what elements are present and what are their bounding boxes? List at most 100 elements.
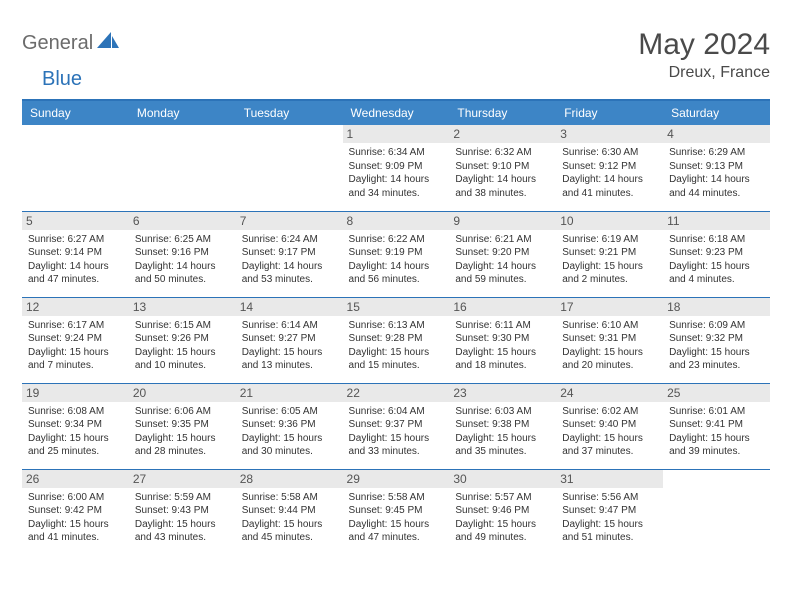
- day-number: 1: [343, 125, 450, 143]
- day-details: Sunrise: 6:14 AMSunset: 9:27 PMDaylight:…: [242, 319, 337, 373]
- day-number: 22: [343, 384, 450, 402]
- day-details: Sunrise: 6:04 AMSunset: 9:37 PMDaylight:…: [349, 405, 444, 459]
- calendar-cell: 11Sunrise: 6:18 AMSunset: 9:23 PMDayligh…: [663, 211, 770, 297]
- day-details: Sunrise: 6:29 AMSunset: 9:13 PMDaylight:…: [669, 146, 764, 200]
- calendar-cell: 15 Sunrise: 6:13 AMSunset: 9:28 PMDayligh…: [343, 297, 450, 383]
- day-details: Sunrise: 6:27 AMSunset: 9:14 PMDaylight:…: [28, 233, 123, 287]
- weekday-header: Thursday: [449, 101, 556, 125]
- day-details: Sunrise: 6:11 AMSunset: 9:30 PMDaylight:…: [455, 319, 550, 373]
- day-details: Sunrise: 5:56 AMSunset: 9:47 PMDaylight:…: [562, 491, 657, 545]
- day-number: 30: [449, 470, 556, 488]
- calendar-cell: 29 Sunrise: 5:58 AMSunset: 9:45 PMDayligh…: [343, 469, 450, 555]
- day-details: Sunrise: 6:01 AMSunset: 9:41 PMDaylight:…: [669, 405, 764, 459]
- calendar-cell: 21 Sunrise: 6:05 AMSunset: 9:36 PMDayligh…: [236, 383, 343, 469]
- weekday-header: Friday: [556, 101, 663, 125]
- day-details: Sunrise: 6:25 AMSunset: 9:16 PMDaylight:…: [135, 233, 230, 287]
- day-details: Sunrise: 6:08 AMSunset: 9:34 PMDaylight:…: [28, 405, 123, 459]
- calendar-cell: 31 Sunrise: 5:56 AMSunset: 9:47 PMDayligh…: [556, 469, 663, 555]
- calendar-row: 26 Sunrise: 6:00 AMSunset: 9:42 PMDayligh…: [22, 469, 770, 555]
- day-number: 21: [236, 384, 343, 402]
- weekday-header: Saturday: [663, 101, 770, 125]
- calendar-cell: 20Sunrise: 6:06 AMSunset: 9:35 PMDayligh…: [129, 383, 236, 469]
- weekday-header: Sunday: [22, 101, 129, 125]
- day-details: Sunrise: 6:17 AMSunset: 9:24 PMDaylight:…: [28, 319, 123, 373]
- calendar-cell: 14 Sunrise: 6:14 AMSunset: 9:27 PMDayligh…: [236, 297, 343, 383]
- day-details: Sunrise: 6:05 AMSunset: 9:36 PMDaylight:…: [242, 405, 337, 459]
- day-number: 7: [236, 212, 343, 230]
- day-details: Sunrise: 5:58 AMSunset: 9:45 PMDaylight:…: [349, 491, 444, 545]
- calendar-cell: 22 Sunrise: 6:04 AMSunset: 9:37 PMDayligh…: [343, 383, 450, 469]
- calendar-cell: 10 Sunrise: 6:19 AMSunset: 9:21 PMDayligh…: [556, 211, 663, 297]
- calendar-cell: 1 Sunrise: 6:34 AMSunset: 9:09 PMDaylight…: [343, 125, 450, 211]
- day-details: Sunrise: 6:34 AMSunset: 9:09 PMDaylight:…: [349, 146, 444, 200]
- day-number: 23: [449, 384, 556, 402]
- logo-text-blue: Blue: [42, 68, 82, 90]
- day-details: Sunrise: 6:30 AMSunset: 9:12 PMDaylight:…: [562, 146, 657, 200]
- day-details: Sunrise: 5:59 AMSunset: 9:43 PMDaylight:…: [135, 491, 230, 545]
- calendar-cell: 23 Sunrise: 6:03 AMSunset: 9:38 PMDayligh…: [449, 383, 556, 469]
- day-details: Sunrise: 6:03 AMSunset: 9:38 PMDaylight:…: [455, 405, 550, 459]
- calendar-row: 12 Sunrise: 6:17 AMSunset: 9:24 PMDayligh…: [22, 297, 770, 383]
- day-details: Sunrise: 6:10 AMSunset: 9:31 PMDaylight:…: [562, 319, 657, 373]
- day-details: Sunrise: 6:09 AMSunset: 9:32 PMDaylight:…: [669, 319, 764, 373]
- day-number: 13: [129, 298, 236, 316]
- day-number: 3: [556, 125, 663, 143]
- calendar-cell-empty: [22, 125, 129, 211]
- sail-icon: [97, 32, 119, 55]
- calendar-cell: 28Sunrise: 5:58 AMSunset: 9:44 PMDayligh…: [236, 469, 343, 555]
- day-details: Sunrise: 6:22 AMSunset: 9:19 PMDaylight:…: [349, 233, 444, 287]
- day-number: 9: [449, 212, 556, 230]
- day-details: Sunrise: 6:13 AMSunset: 9:28 PMDaylight:…: [349, 319, 444, 373]
- day-details: Sunrise: 6:32 AMSunset: 9:10 PMDaylight:…: [455, 146, 550, 200]
- day-details: Sunrise: 6:19 AMSunset: 9:21 PMDaylight:…: [562, 233, 657, 287]
- calendar-cell: 30 Sunrise: 5:57 AMSunset: 9:46 PMDayligh…: [449, 469, 556, 555]
- day-number: 19: [22, 384, 129, 402]
- day-number: 25: [663, 384, 770, 402]
- day-number: 5: [22, 212, 129, 230]
- day-number: 18: [663, 298, 770, 316]
- weekday-header: Monday: [129, 101, 236, 125]
- day-number: 17: [556, 298, 663, 316]
- calendar-cell: 3 Sunrise: 6:30 AMSunset: 9:12 PMDaylight…: [556, 125, 663, 211]
- calendar-cell: 25 Sunrise: 6:01 AMSunset: 9:41 PMDayligh…: [663, 383, 770, 469]
- day-details: Sunrise: 6:06 AMSunset: 9:35 PMDaylight:…: [135, 405, 230, 459]
- logo: General: [22, 28, 121, 55]
- day-number: 10: [556, 212, 663, 230]
- calendar-cell: 13Sunrise: 6:15 AMSunset: 9:26 PMDayligh…: [129, 297, 236, 383]
- day-number: 14: [236, 298, 343, 316]
- calendar-cell: 12 Sunrise: 6:17 AMSunset: 9:24 PMDayligh…: [22, 297, 129, 383]
- calendar-table: SundayMondayTuesdayWednesdayThursdayFrid…: [22, 101, 770, 555]
- calendar-cell: 24Sunrise: 6:02 AMSunset: 9:40 PMDayligh…: [556, 383, 663, 469]
- day-details: Sunrise: 6:18 AMSunset: 9:23 PMDaylight:…: [669, 233, 764, 287]
- calendar-cell: 19 Sunrise: 6:08 AMSunset: 9:34 PMDayligh…: [22, 383, 129, 469]
- day-details: Sunrise: 6:02 AMSunset: 9:40 PMDaylight:…: [562, 405, 657, 459]
- calendar-cell-empty: [236, 125, 343, 211]
- day-details: Sunrise: 6:24 AMSunset: 9:17 PMDaylight:…: [242, 233, 337, 287]
- weekday-header-row: SundayMondayTuesdayWednesdayThursdayFrid…: [22, 101, 770, 125]
- day-number: 31: [556, 470, 663, 488]
- location: Dreux, France: [638, 64, 770, 82]
- calendar-cell: 17 Sunrise: 6:10 AMSunset: 9:31 PMDayligh…: [556, 297, 663, 383]
- day-details: Sunrise: 6:21 AMSunset: 9:20 PMDaylight:…: [455, 233, 550, 287]
- day-details: Sunrise: 6:00 AMSunset: 9:42 PMDaylight:…: [28, 491, 123, 545]
- title-block: May 2024 Dreux, France: [638, 28, 770, 82]
- calendar-row: 5 Sunrise: 6:27 AMSunset: 9:14 PMDaylight…: [22, 211, 770, 297]
- day-details: Sunrise: 5:57 AMSunset: 9:46 PMDaylight:…: [455, 491, 550, 545]
- calendar-cell: 2Sunrise: 6:32 AMSunset: 9:10 PMDaylight…: [449, 125, 556, 211]
- day-number: 15: [343, 298, 450, 316]
- calendar-row: 1 Sunrise: 6:34 AMSunset: 9:09 PMDaylight…: [22, 125, 770, 211]
- calendar-cell: 18 Sunrise: 6:09 AMSunset: 9:32 PMDayligh…: [663, 297, 770, 383]
- calendar-cell: 9 Sunrise: 6:21 AMSunset: 9:20 PMDaylight…: [449, 211, 556, 297]
- calendar-cell: 27Sunrise: 5:59 AMSunset: 9:43 PMDayligh…: [129, 469, 236, 555]
- day-number: 12: [22, 298, 129, 316]
- day-number: 26: [22, 470, 129, 488]
- calendar-row: 19 Sunrise: 6:08 AMSunset: 9:34 PMDayligh…: [22, 383, 770, 469]
- calendar-cell: 6 Sunrise: 6:25 AMSunset: 9:16 PMDaylight…: [129, 211, 236, 297]
- day-number: 28: [236, 470, 343, 488]
- day-number: 6: [129, 212, 236, 230]
- calendar-cell: 8Sunrise: 6:22 AMSunset: 9:19 PMDaylight…: [343, 211, 450, 297]
- calendar-cell: 26 Sunrise: 6:00 AMSunset: 9:42 PMDayligh…: [22, 469, 129, 555]
- calendar-cell-empty: [129, 125, 236, 211]
- day-number: 29: [343, 470, 450, 488]
- weekday-header: Tuesday: [236, 101, 343, 125]
